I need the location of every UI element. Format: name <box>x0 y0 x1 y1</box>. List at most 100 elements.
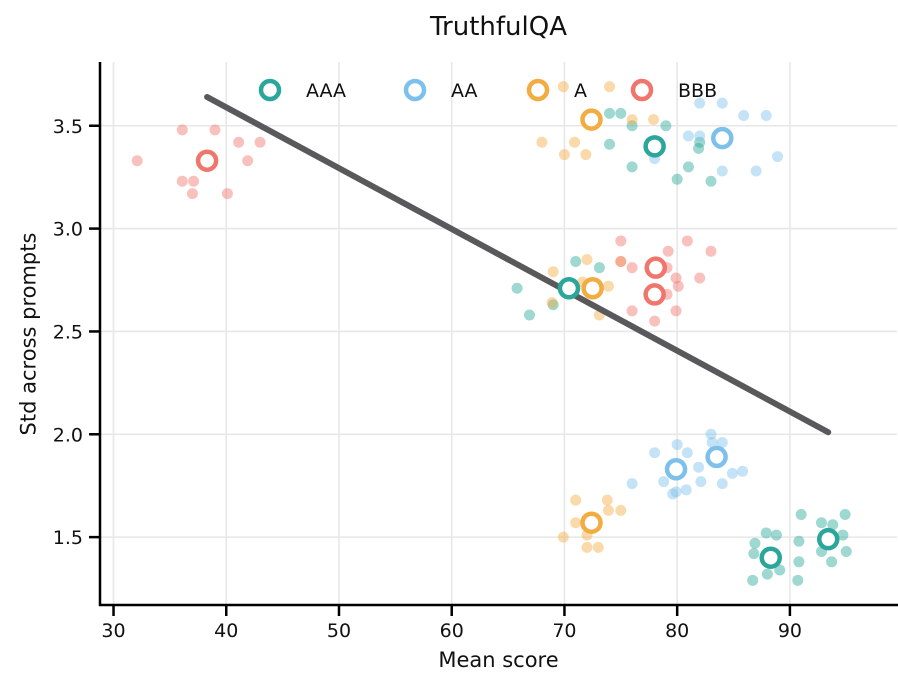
centroid-marker-A <box>580 511 603 534</box>
data-point-AA <box>716 478 728 490</box>
data-point-A <box>580 149 592 161</box>
data-point-A <box>557 81 569 93</box>
data-point-A <box>602 504 614 516</box>
data-point-BBB <box>209 124 221 136</box>
data-point-AA <box>772 151 784 163</box>
data-point-A <box>546 297 558 309</box>
data-point-AA <box>750 165 762 177</box>
data-point-AAA <box>793 535 805 547</box>
trend-line <box>204 93 832 436</box>
data-point-AAA <box>760 527 772 539</box>
data-point-AAA <box>827 519 839 531</box>
centroid-marker-A <box>580 108 603 131</box>
legend-label-AA: AA <box>451 80 478 102</box>
data-point-BBB <box>221 188 233 200</box>
data-point-AA <box>670 486 682 498</box>
data-point-AAA <box>747 574 759 586</box>
data-point-AAA <box>837 529 849 541</box>
y-tick-label: 3.0 <box>53 219 83 241</box>
data-point-AAA <box>826 556 838 568</box>
legend-label-A: A <box>574 80 587 102</box>
data-point-A <box>581 253 593 265</box>
data-point-A <box>604 81 616 93</box>
legend-marker-BBB <box>630 78 654 102</box>
data-point-BBB <box>672 280 684 292</box>
data-point-AAA <box>604 107 616 119</box>
data-point-AAA <box>626 161 638 173</box>
data-point-AA <box>694 97 706 109</box>
centroid-marker-AA <box>705 445 728 469</box>
legend-label-BBB: BBB <box>678 80 717 102</box>
data-point-AAA <box>792 574 804 586</box>
centroid-marker-BBB <box>195 149 219 172</box>
data-point-A <box>602 280 614 292</box>
data-point-AA <box>716 437 728 449</box>
data-point-BBB <box>662 245 674 257</box>
data-point-AAA <box>693 142 705 154</box>
centroid-marker-AAA <box>557 277 581 300</box>
x-tick-label: 30 <box>101 620 125 642</box>
y-tick-label: 1.5 <box>53 527 83 549</box>
data-point-BBB <box>626 262 638 274</box>
centroid-marker-AA <box>711 126 734 150</box>
data-point-AA <box>693 461 705 473</box>
data-point-AAA <box>570 256 582 268</box>
data-point-AA <box>737 465 749 477</box>
data-point-AAA <box>671 173 683 185</box>
data-point-AAA <box>793 556 805 568</box>
legend-marker-AAA <box>258 78 282 102</box>
data-point-AAA <box>615 107 627 119</box>
data-point-A <box>592 541 604 553</box>
data-point-AAA <box>748 548 760 560</box>
data-point-AA <box>626 478 638 490</box>
data-point-AA <box>658 476 670 488</box>
data-point-AA <box>680 484 692 496</box>
data-point-AA <box>738 109 750 121</box>
data-point-BBB <box>254 136 266 148</box>
data-point-AA <box>705 428 717 440</box>
data-point-A <box>648 114 660 126</box>
data-point-BBB <box>681 235 693 247</box>
y-tick-label: 2.0 <box>53 424 83 446</box>
data-point-BBB <box>188 175 200 187</box>
data-point-BBB <box>705 245 717 257</box>
data-point-BBB <box>626 305 638 317</box>
data-point-AA <box>694 130 706 142</box>
data-point-BBB <box>186 188 198 200</box>
data-point-AA <box>726 467 738 479</box>
data-point-BBB <box>615 235 627 247</box>
data-point-A <box>626 114 638 126</box>
data-point-AAA <box>524 309 536 321</box>
chart-title: TruthfulQA <box>429 12 567 42</box>
data-point-AAA <box>840 546 852 558</box>
centroid-marker-AAA <box>759 546 782 569</box>
x-axis-label: Mean score <box>438 648 559 672</box>
x-tick-label: 70 <box>552 620 576 642</box>
data-point-AAA <box>604 138 616 150</box>
data-point-AAA <box>694 136 706 148</box>
data-point-BBB <box>131 155 143 167</box>
data-point-AA <box>716 97 728 109</box>
data-point-BBB <box>176 175 188 187</box>
y-tick-label: 2.5 <box>53 321 83 343</box>
y-tick-label: 3.5 <box>53 116 83 138</box>
data-point-AAA <box>593 262 605 274</box>
x-tick-label: 60 <box>440 620 464 642</box>
data-point-A <box>558 149 570 161</box>
data-point-BBB <box>694 272 706 284</box>
legend-marker-AA <box>403 78 427 102</box>
centroid-marker-AAA <box>643 135 666 158</box>
centroid-marker-AAA <box>816 527 840 551</box>
data-point-AAA <box>660 120 672 132</box>
data-point-BBB <box>176 124 188 136</box>
data-point-AA <box>760 109 772 121</box>
data-point-AA <box>695 476 707 488</box>
data-point-BBB <box>233 136 245 148</box>
data-point-AAA <box>774 564 786 576</box>
centroid-marker-AA <box>664 458 688 481</box>
data-point-AA <box>682 130 694 142</box>
data-point-AA <box>671 439 683 451</box>
data-point-A <box>615 504 627 516</box>
